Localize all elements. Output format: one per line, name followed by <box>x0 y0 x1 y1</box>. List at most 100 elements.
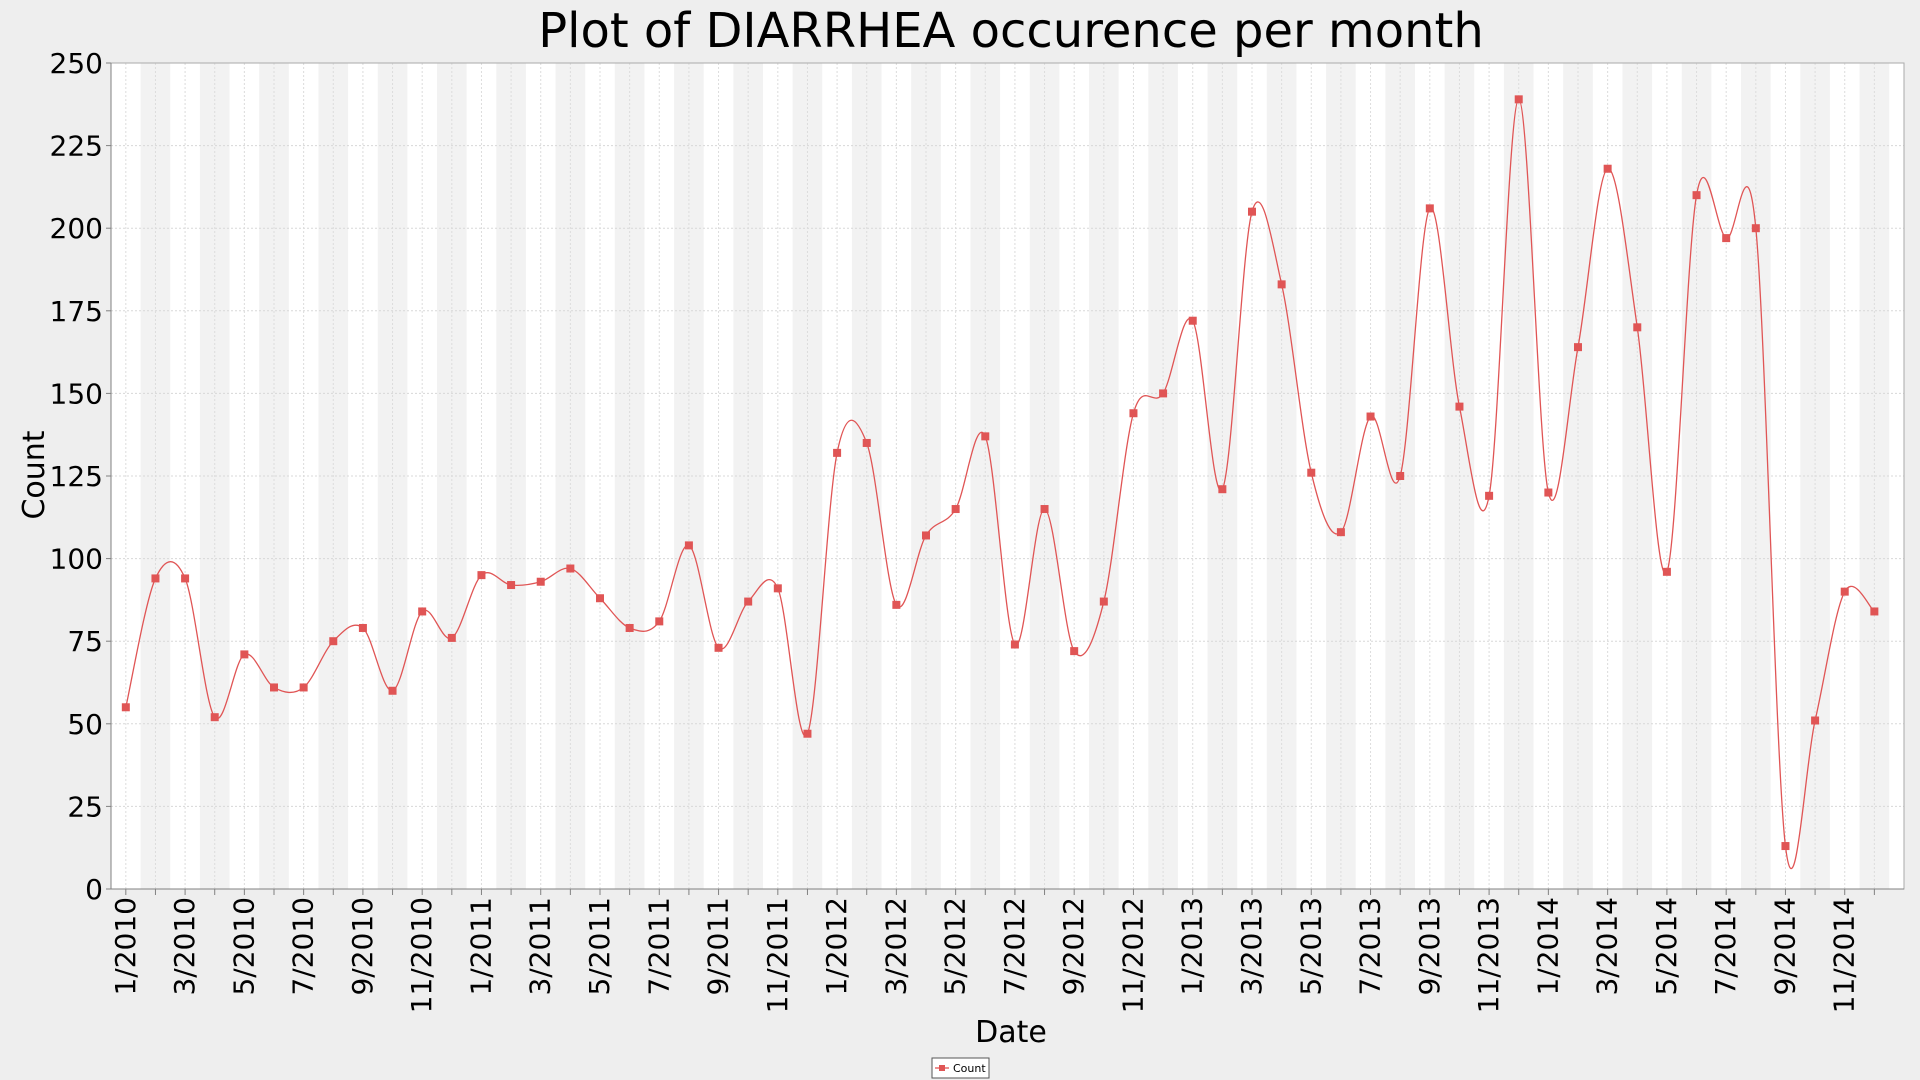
legend: Count <box>931 1057 990 1079</box>
data-point <box>1574 343 1582 352</box>
data-point <box>1099 597 1108 606</box>
data-point <box>1307 468 1316 477</box>
data-point <box>922 531 930 540</box>
data-point <box>447 633 456 642</box>
series-line <box>125 98 1875 869</box>
data-point <box>1188 316 1197 325</box>
y-tick-label: 100 <box>50 543 103 576</box>
data-point <box>862 438 871 447</box>
x-tick-label: 9/2014 <box>1768 897 1801 996</box>
data-point <box>1010 640 1019 649</box>
data-point <box>1811 716 1820 725</box>
y-tick-label: 200 <box>50 212 103 245</box>
data-point <box>388 686 397 695</box>
data-point <box>210 713 219 722</box>
data-point <box>1040 505 1049 514</box>
data-point <box>655 617 664 626</box>
legend-label: Count <box>953 1062 986 1075</box>
data-point <box>773 584 782 593</box>
x-tick-label: 9/2013 <box>1413 897 1446 996</box>
y-tick-label: 75 <box>67 625 103 658</box>
data-point <box>1425 204 1434 213</box>
data-point <box>1751 224 1760 233</box>
data-point <box>833 448 842 457</box>
data-point <box>1248 207 1256 216</box>
y-tick-label: 150 <box>50 377 103 410</box>
x-tick-label: 9/2011 <box>702 897 735 996</box>
data-point <box>1366 412 1375 421</box>
data-point <box>892 600 901 609</box>
data-point <box>507 581 516 590</box>
x-tick-label: 3/2012 <box>879 897 912 996</box>
data-point <box>1662 567 1671 576</box>
x-tick-label: 9/2010 <box>346 897 379 996</box>
data-point <box>329 637 338 646</box>
data-point <box>418 607 427 616</box>
x-tick-label: 7/2010 <box>287 897 320 996</box>
x-tick-label: 1/2011 <box>464 897 497 996</box>
data-point <box>270 683 278 692</box>
x-tick-label: 5/2010 <box>227 897 260 996</box>
data-point <box>1455 402 1464 411</box>
data-point <box>951 505 960 514</box>
x-tick-label: 7/2011 <box>642 897 675 996</box>
data-point <box>1218 485 1227 494</box>
x-tick-label: 1/2013 <box>1176 897 1209 996</box>
data-point <box>1692 191 1701 200</box>
x-tick-label: 1/2010 <box>109 897 142 996</box>
data-point <box>1781 842 1790 851</box>
x-tick-label: 11/2013 <box>1472 897 1505 1013</box>
x-tick-label: 3/2010 <box>168 897 201 996</box>
x-tick-label: 11/2012 <box>1116 897 1149 1013</box>
x-tick-label: 1/2012 <box>820 897 853 996</box>
x-tick-label: 1/2014 <box>1531 897 1564 996</box>
x-tick-label: 7/2012 <box>998 897 1031 996</box>
data-point <box>181 574 190 583</box>
data-point <box>151 574 160 583</box>
data-point <box>803 729 812 738</box>
data-point <box>566 564 575 573</box>
y-tick-label: 250 <box>50 47 103 80</box>
y-tick-label: 50 <box>67 708 103 741</box>
data-point <box>1396 472 1405 480</box>
plot-area: 0 25 50 75 100 125 150 175 200 225 250 1/2010 3/2010… <box>50 47 1905 1013</box>
y-tick-label: 175 <box>50 295 103 328</box>
x-axis-label: Date <box>975 1015 1047 1050</box>
data-point <box>625 623 634 632</box>
legend-marker-swatch <box>939 1065 945 1071</box>
data-point <box>240 650 249 659</box>
data-point <box>744 597 753 606</box>
x-tick-label: 7/2013 <box>1354 897 1387 996</box>
data-point <box>1485 491 1494 500</box>
x-tick-label: 5/2012 <box>939 897 972 996</box>
y-axis-label: Count <box>17 430 52 519</box>
data-point <box>1870 607 1879 616</box>
x-tick-label: 3/2013 <box>1235 897 1268 996</box>
x-tick-label: 11/2010 <box>405 897 438 1013</box>
data-point <box>1514 95 1523 104</box>
y-tick-label: 125 <box>50 460 103 493</box>
data-point <box>1633 323 1642 332</box>
data-point <box>1159 389 1168 398</box>
x-tick-label: 5/2013 <box>1294 897 1327 996</box>
x-tick-label: 11/2011 <box>761 897 794 1013</box>
y-tick-label: 0 <box>85 873 103 906</box>
legend-box <box>931 1057 990 1079</box>
data-point <box>1840 587 1849 596</box>
data-point <box>1603 164 1612 173</box>
data-point <box>1722 234 1731 243</box>
data-point <box>1129 409 1138 418</box>
y-tick-label: 25 <box>67 790 103 823</box>
data-point <box>714 643 723 652</box>
data-point <box>536 577 545 586</box>
data-point <box>1336 528 1345 537</box>
data-point <box>121 703 130 712</box>
data-point <box>477 571 486 580</box>
x-tick-label: 5/2011 <box>583 897 616 996</box>
data-point <box>1070 647 1079 656</box>
x-tick-label: 3/2014 <box>1591 897 1624 996</box>
data-point <box>596 594 604 603</box>
data-point <box>981 432 990 441</box>
data-point <box>1544 488 1553 497</box>
